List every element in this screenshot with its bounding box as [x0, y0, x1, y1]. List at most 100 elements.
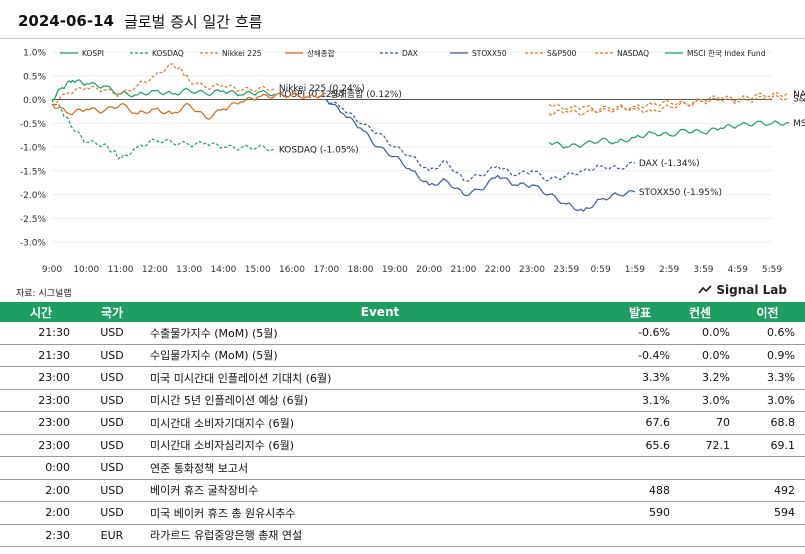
cell-consensus: 3.2% — [670, 366, 730, 390]
col-header-previous: 이전 — [730, 302, 805, 322]
page-title: 글로벌 증시 일간 흐름 — [123, 12, 263, 31]
cell-previous: 0.6% — [730, 322, 805, 345]
cell-country: EUR — [82, 524, 142, 547]
col-header-time: 시간 — [0, 302, 82, 322]
cell-time: 0:00 — [0, 456, 82, 480]
cell-time: 2:30 — [0, 524, 82, 547]
cell-time: 23:00 — [0, 389, 82, 412]
cell-actual — [610, 524, 670, 547]
x-tick-label: 1:59 — [625, 265, 645, 275]
cell-previous: 3.3% — [730, 366, 805, 390]
cell-time: 2:00 — [0, 501, 82, 525]
cell-consensus — [670, 479, 730, 502]
table-row: 21:30 USD 수입물가지수 (MoM) (5월) -0.4% 0.0% 0.9% — [0, 344, 805, 367]
cell-time: 23:00 — [0, 411, 82, 435]
table-row: 23:00 USD 미국 미시간대 인플레이션 기대치 (6월) 3.3% 3.2% 3.… — [0, 366, 805, 390]
table-row: 2:30 EUR 라가르드 유럽중앙은행 총재 연설 — [0, 524, 805, 547]
signal-icon — [698, 285, 712, 294]
x-tick-label: 19:00 — [382, 265, 408, 275]
cell-previous: 3.0% — [730, 389, 805, 412]
cell-consensus — [670, 501, 730, 525]
cell-actual — [610, 456, 670, 480]
cell-country: USD — [82, 456, 142, 480]
legend-label: MSCI 한국 Index Fund — [687, 49, 766, 58]
cell-event: 연준 통화정책 보고서 — [142, 456, 610, 480]
cell-event: 미시간 5년 인플레이션 예상 (6월) — [142, 389, 610, 412]
table-row: 0:00 USD 연준 통화정책 보고서 — [0, 456, 805, 480]
cell-country: USD — [82, 389, 142, 412]
cell-event: 수출물가지수 (MoM) (5월) — [142, 322, 610, 345]
chart-footer: 자료: 시그널랩 Signal Lab — [0, 282, 805, 302]
cell-event: 미시간대 소비자심리지수 (6월) — [142, 434, 610, 457]
market-line-chart: 1.0% 0.5% 0.0% -0.5% -1.0% -1.5% -2.0% -2.5% -3.… — [20, 48, 805, 275]
legend-label: KOSPI — [82, 49, 104, 58]
x-tick-label: 14:00 — [210, 265, 236, 275]
series-line-2 — [51, 63, 276, 106]
table-row: 23:00 USD 미시간대 소비자기대지수 (6월) 67.6 70 68.8 — [0, 411, 805, 435]
cell-country: USD — [82, 434, 142, 457]
cell-country: USD — [82, 322, 142, 345]
y-tick-label: -0.5% — [20, 120, 47, 130]
series-line-5 — [325, 99, 636, 212]
cell-event: 미시간대 소비자기대지수 (6월) — [142, 411, 610, 435]
report-date: 2024-06-14 — [18, 12, 114, 30]
cell-time: 23:00 — [0, 366, 82, 390]
series-end-label: STOXX50 (-1.95%) — [639, 188, 722, 198]
cell-previous — [730, 524, 805, 547]
table-header-row: 시간 국가 Event 발표 컨센 이전 — [0, 302, 805, 322]
series-line-8 — [548, 120, 790, 149]
legend-label: Nikkei 225 — [222, 49, 262, 58]
table-row: 23:00 USD 미시간 5년 인플레이션 예상 (6월) 3.1% 3.0% 3.0% — [0, 389, 805, 412]
economic-calendar-table: 시간 국가 Event 발표 컨센 이전 21:30 USD 수출물가지수 (MoM… — [0, 302, 805, 547]
cell-country: USD — [82, 344, 142, 367]
cell-actual: 65.6 — [610, 434, 670, 457]
col-header-event: Event — [142, 302, 610, 322]
cell-country: USD — [82, 501, 142, 525]
x-tick-label: 13:00 — [176, 265, 202, 275]
cell-event: 수입물가지수 (MoM) (5월) — [142, 344, 610, 367]
x-tick-label: 17:00 — [313, 265, 339, 275]
y-tick-label: 0.5% — [23, 72, 46, 82]
cell-actual: 590 — [610, 501, 670, 525]
cell-country: USD — [82, 411, 142, 435]
legend-label: NASDAQ — [617, 49, 649, 58]
series-end-label: 상해종합 (0.12%) — [330, 89, 402, 100]
cell-actual: 67.6 — [610, 411, 670, 435]
series-end-label: NASDAQ (0.12%) — [793, 90, 805, 100]
source-note: 자료: 시그널랩 — [16, 289, 72, 299]
x-tick-label: 21:00 — [450, 265, 476, 275]
cell-previous — [730, 456, 805, 480]
x-tick-label: 5:59 — [762, 265, 782, 275]
cell-previous: 594 — [730, 501, 805, 525]
y-tick-label: -2.5% — [20, 215, 47, 225]
y-tick-label: -3.0% — [20, 239, 47, 249]
series-end-label: Nikkei 225 (0.24%) — [279, 84, 365, 94]
x-tick-label: 10:00 — [73, 265, 99, 275]
cell-consensus — [670, 524, 730, 547]
x-tick-label: 23:00 — [519, 265, 545, 275]
x-tick-label: 15:00 — [245, 265, 271, 275]
series-line-4 — [325, 99, 636, 182]
series-line-1 — [51, 99, 275, 160]
x-tick-label: 3:59 — [693, 265, 713, 275]
legend-label: 상해종합 — [307, 48, 335, 58]
legend-label: STOXX50 — [472, 49, 507, 58]
cell-consensus: 70 — [670, 411, 730, 435]
cell-event: 라가르드 유럽중앙은행 총재 연설 — [142, 524, 610, 547]
header-divider — [0, 38, 805, 39]
legend-label: KOSDAQ — [152, 49, 184, 58]
x-tick-label: 18:00 — [348, 265, 374, 275]
x-tick-label: 0:59 — [590, 265, 610, 275]
table-row: 23:00 USD 미시간대 소비자심리지수 (6월) 65.6 72.1 69.1 — [0, 434, 805, 457]
x-tick-label: 16:00 — [279, 265, 305, 275]
cell-actual: 488 — [610, 479, 670, 502]
legend-label: S&P500 — [547, 49, 577, 58]
table-row: 21:30 USD 수출물가지수 (MoM) (5월) -0.6% 0.0% 0.6% — [0, 322, 805, 345]
cell-previous: 69.1 — [730, 434, 805, 457]
x-tick-label: 9:00 — [42, 265, 62, 275]
series-end-label: MSCI 한국 Index Fund (-0.49%) — [793, 118, 805, 129]
cell-country: USD — [82, 479, 142, 502]
cell-consensus: 0.0% — [670, 322, 730, 345]
cell-actual: -0.4% — [610, 344, 670, 367]
cell-time: 23:00 — [0, 434, 82, 457]
